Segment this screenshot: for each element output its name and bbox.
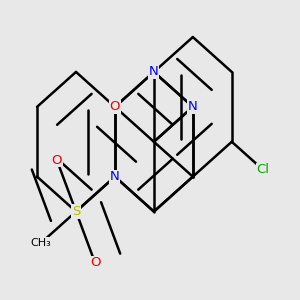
Text: N: N bbox=[188, 100, 198, 113]
Text: Cl: Cl bbox=[256, 163, 269, 176]
Text: CH₃: CH₃ bbox=[31, 238, 51, 248]
Text: O: O bbox=[52, 154, 62, 167]
Text: N: N bbox=[110, 170, 120, 183]
Text: S: S bbox=[72, 205, 80, 218]
Text: N: N bbox=[149, 65, 159, 79]
Text: O: O bbox=[110, 100, 120, 113]
Text: O: O bbox=[90, 256, 101, 269]
